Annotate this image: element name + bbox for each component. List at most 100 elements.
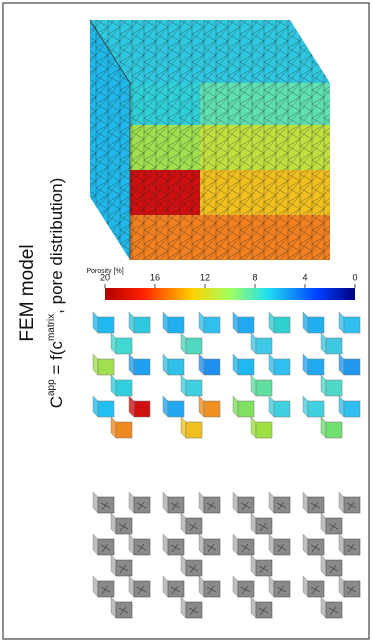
voxel-side (268, 395, 275, 418)
gray-voxel-cluster (302, 491, 361, 619)
voxel-texture (206, 501, 217, 511)
voxel-texture (118, 564, 129, 574)
voxel-side (128, 575, 135, 598)
voxel-side (92, 575, 99, 598)
voxel-side (320, 512, 327, 535)
voxel-texture (276, 501, 287, 511)
voxel-texture (258, 522, 269, 532)
voxel-side (110, 554, 117, 577)
voxel (133, 400, 151, 418)
voxel (255, 379, 273, 397)
voxel (185, 379, 203, 397)
voxel (203, 316, 221, 334)
voxel (115, 379, 133, 397)
colorbar-tick-label: 8 (252, 272, 257, 282)
voxel-side (320, 596, 327, 619)
voxel-side (198, 311, 205, 334)
voxel-side (338, 533, 345, 556)
voxel-texture (136, 585, 147, 595)
voxel (255, 337, 273, 355)
voxel (97, 400, 115, 418)
colorbar-tick-label: 12 (200, 272, 210, 282)
voxel-texture (258, 564, 269, 574)
voxel (115, 421, 133, 439)
voxel-side (162, 395, 169, 418)
voxel (307, 400, 325, 418)
voxel-texture (346, 543, 357, 553)
voxel-side (268, 491, 275, 514)
voxel-side (232, 395, 239, 418)
voxel-side (198, 575, 205, 598)
voxel-texture (258, 606, 269, 616)
voxel-side (162, 311, 169, 334)
voxel (167, 400, 185, 418)
voxel-texture (188, 606, 199, 616)
voxel-side (268, 575, 275, 598)
voxel-texture (188, 522, 199, 532)
voxel-texture (170, 585, 181, 595)
voxel-side (180, 554, 187, 577)
voxel-side (180, 596, 187, 619)
voxel-side (110, 416, 117, 439)
fem-block (89, 19, 330, 260)
voxel (273, 358, 291, 376)
voxel-side (250, 374, 257, 397)
voxel-texture (310, 543, 321, 553)
voxel-side (268, 353, 275, 376)
porosity-voxel-cluster (232, 311, 291, 439)
voxel-side (92, 491, 99, 514)
voxel-side (250, 512, 257, 535)
voxel (203, 358, 221, 376)
voxel-side (110, 374, 117, 397)
voxel-side (92, 533, 99, 556)
voxel-side (268, 533, 275, 556)
voxel-texture (100, 585, 111, 595)
voxel (307, 316, 325, 334)
voxel-side (198, 533, 205, 556)
voxel-side (250, 416, 257, 439)
voxel-texture (310, 585, 321, 595)
voxel (273, 316, 291, 334)
colorbar-tick-label: 16 (150, 272, 160, 282)
voxel-side (232, 353, 239, 376)
voxel-side (180, 512, 187, 535)
voxel-side (232, 491, 239, 514)
voxel (133, 316, 151, 334)
voxel-texture (328, 522, 339, 532)
voxel-side (320, 554, 327, 577)
voxel-texture (276, 543, 287, 553)
voxel-texture (100, 543, 111, 553)
voxel-side (128, 311, 135, 334)
voxel-side (232, 575, 239, 598)
voxel (237, 316, 255, 334)
voxel-texture (240, 501, 251, 511)
voxel-side (302, 353, 309, 376)
voxel-side (302, 395, 309, 418)
colorbar-tick-label: 20 (100, 272, 110, 282)
voxel-texture (118, 606, 129, 616)
voxel-texture (170, 501, 181, 511)
voxel-side (250, 596, 257, 619)
voxel-side (110, 332, 117, 355)
colorbar-label: Porosity [%] (86, 268, 123, 275)
voxel-side (180, 374, 187, 397)
voxel (167, 316, 185, 334)
voxel-texture (328, 564, 339, 574)
porosity-voxel-cluster (162, 311, 221, 439)
gray-voxel-cluster (162, 491, 221, 619)
formula-part: = f(c (47, 341, 66, 380)
voxel-texture (346, 585, 357, 595)
voxel-side (162, 353, 169, 376)
voxel-side (128, 395, 135, 418)
voxel (115, 337, 133, 355)
voxel-side (110, 512, 117, 535)
voxel-side (232, 311, 239, 334)
porosity-voxel-cluster (92, 311, 151, 439)
voxel-side (162, 491, 169, 514)
voxel-texture (136, 501, 147, 511)
voxel-side (302, 311, 309, 334)
voxel (255, 421, 273, 439)
voxel (185, 337, 203, 355)
voxel-side (338, 491, 345, 514)
